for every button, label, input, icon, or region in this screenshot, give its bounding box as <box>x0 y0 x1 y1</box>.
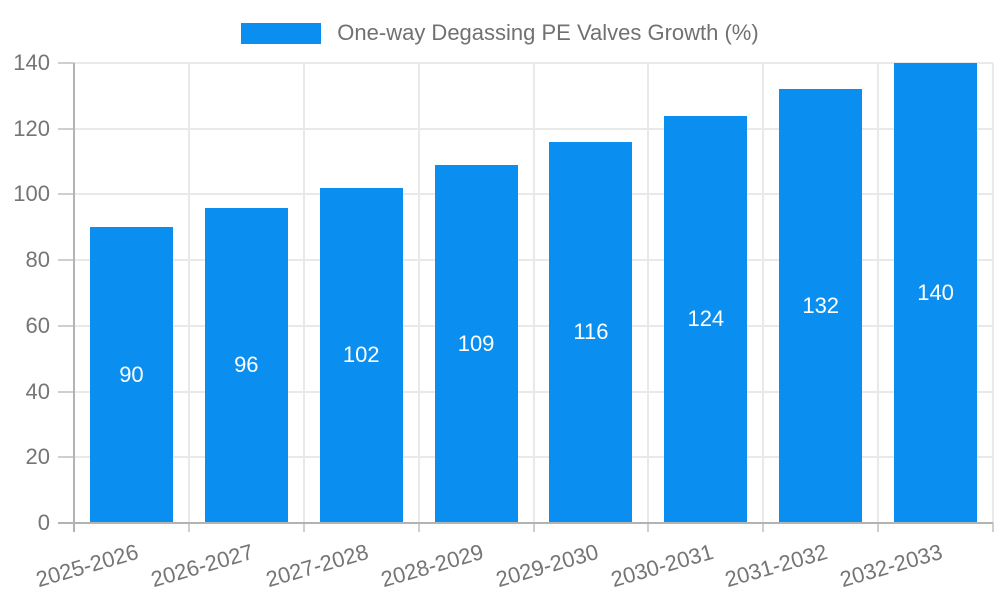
x-axis-tick <box>762 523 765 532</box>
bar-2031-2032[interactable]: 132 <box>779 89 863 523</box>
x-axis-tick <box>302 523 305 532</box>
x-tick-label: 2031-2032 <box>722 539 831 593</box>
y-tick-label: 60 <box>25 312 50 338</box>
y-tick-label: 100 <box>13 181 50 207</box>
x-tick-label: 2029-2030 <box>492 539 601 593</box>
bar-2030-2031[interactable]: 124 <box>664 115 748 523</box>
y-axis-line <box>73 63 75 532</box>
bar-2025-2026[interactable]: 90 <box>89 227 173 523</box>
y-axis-tick <box>58 259 74 262</box>
bar-value-label: 124 <box>687 306 725 332</box>
bar-2028-2029[interactable]: 109 <box>434 164 518 523</box>
y-axis-tick <box>58 193 74 196</box>
y-axis-tick <box>58 62 74 64</box>
bar-value-label: 102 <box>342 342 380 368</box>
x-gridline <box>187 63 190 523</box>
bar-2026-2027[interactable]: 96 <box>204 207 288 523</box>
y-tick-label: 40 <box>25 378 50 404</box>
y-tick-label: 120 <box>13 115 50 141</box>
bar-value-label: 116 <box>573 319 609 345</box>
x-gridline <box>877 63 880 523</box>
x-gridline <box>532 63 535 523</box>
x-tick-label: 2027-2028 <box>263 539 372 593</box>
x-axis-tick <box>532 523 535 532</box>
legend[interactable]: One-way Degassing PE Valves Growth (%) <box>0 20 1000 46</box>
x-tick-label: 2032-2033 <box>837 539 946 593</box>
x-tick-label: 2030-2031 <box>607 539 716 593</box>
x-gridline <box>417 63 420 523</box>
x-axis-tick <box>992 523 994 532</box>
legend-label: One-way Degassing PE Valves Growth (%) <box>337 20 759 45</box>
x-axis-tick <box>187 523 190 532</box>
bar-value-label: 132 <box>802 293 840 319</box>
x-axis-tick <box>647 523 650 532</box>
y-tick-label: 20 <box>25 444 50 470</box>
y-axis-tick <box>58 456 74 459</box>
y-tick-label: 80 <box>25 247 50 273</box>
x-gridline <box>992 63 994 523</box>
y-axis-tick <box>58 127 74 130</box>
x-gridline <box>302 63 305 523</box>
x-gridline <box>762 63 765 523</box>
bar-2027-2028[interactable]: 102 <box>319 187 403 523</box>
bar-2032-2033[interactable]: 140 <box>894 63 978 523</box>
bar-value-label: 109 <box>457 330 495 356</box>
y-axis-tick <box>58 390 74 393</box>
x-axis-tick <box>417 523 420 532</box>
x-tick-label: 2028-2029 <box>377 539 486 593</box>
y-axis-tick <box>58 324 74 327</box>
x-gridline <box>647 63 650 523</box>
x-axis-line <box>58 522 993 524</box>
x-tick-label: 2026-2027 <box>148 539 257 593</box>
bar-value-label: 96 <box>234 352 259 378</box>
bar-2029-2030[interactable]: 116 <box>549 141 633 523</box>
bar-value-label: 90 <box>119 362 144 388</box>
x-axis-tick <box>877 523 880 532</box>
bar-value-label: 140 <box>917 280 954 305</box>
y-tick-label: 140 <box>13 50 50 75</box>
x-tick-label: 2025-2026 <box>33 539 142 593</box>
legend-swatch <box>241 22 322 44</box>
y-tick-label: 0 <box>37 510 50 535</box>
